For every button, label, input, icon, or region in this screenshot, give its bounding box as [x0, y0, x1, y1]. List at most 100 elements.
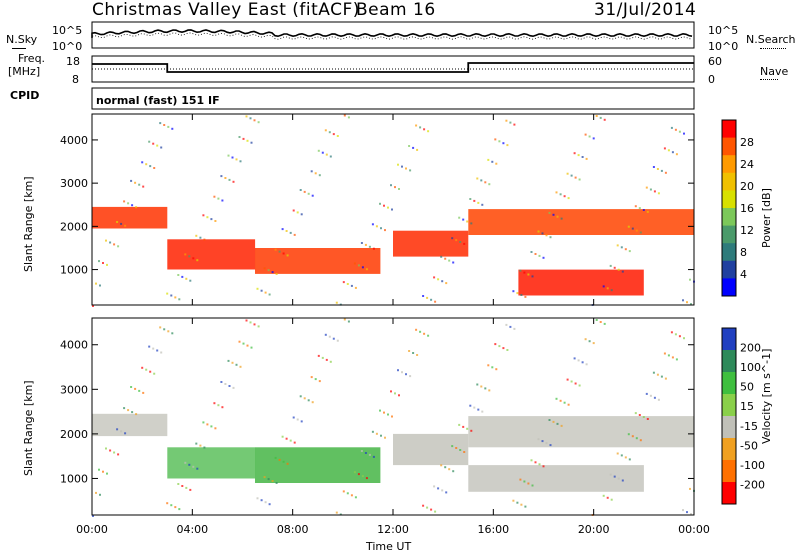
velocity-scatter-pixel — [657, 398, 660, 401]
velocity-scatter-pixel — [346, 492, 349, 495]
power-scatter-pixel — [275, 273, 278, 275]
power-scatter-pixel — [239, 160, 242, 163]
power-echo-band — [518, 269, 644, 296]
power-scatter-pixel — [538, 254, 541, 257]
x-tick-label: 00:00 — [76, 523, 108, 536]
x-tick-label: 20:00 — [578, 523, 610, 536]
velocity-scatter-pixel — [512, 499, 515, 502]
power-scatter-pixel — [99, 284, 101, 287]
power-echo-band — [255, 248, 381, 274]
velocity-scatter-pixel — [124, 432, 127, 435]
power-scatter-pixel — [289, 231, 292, 234]
velocity-scatter-pixel — [686, 511, 688, 514]
power-scatter-pixel — [664, 171, 667, 174]
velocity-echo-band — [167, 447, 256, 479]
power-scatter-pixel — [166, 292, 169, 295]
velocity-scatter-pixel — [135, 413, 138, 416]
x-tick-label: 08:00 — [277, 523, 309, 536]
velocity-scatter-pixel — [275, 482, 278, 484]
power-scatter-pixel — [138, 183, 141, 186]
power-scatter-pixel — [646, 210, 649, 213]
velocity-scatter-pixel — [588, 340, 591, 343]
power-scatter-pixel — [95, 282, 97, 285]
power-scatter-pixel — [434, 300, 437, 303]
power-scatter-pixel — [560, 217, 563, 220]
velocity-scatter-pixel — [481, 410, 484, 413]
power-y-tick-label: 2000 — [60, 220, 88, 233]
power-colorbar-segment — [722, 137, 736, 156]
power-scatter-pixel — [609, 264, 612, 267]
power-colorbar-segment — [722, 155, 736, 174]
velocity-scatter-pixel — [509, 325, 512, 328]
power-y-tick-label: 3000 — [60, 177, 88, 190]
power-scatter-pixel — [246, 139, 249, 142]
power-scatter-pixel — [427, 130, 430, 133]
power-scatter-pixel — [469, 198, 472, 200]
power-scatter-pixel — [156, 144, 159, 147]
velocity-scatter-pixel — [160, 351, 163, 354]
power-scatter-pixel — [171, 127, 174, 130]
power-scatter-pixel — [142, 185, 145, 188]
power-scatter-pixel — [652, 166, 655, 168]
velocity-scatter-pixel — [542, 465, 545, 468]
power-scatter-pixel — [379, 202, 381, 205]
velocity-scatter-pixel — [609, 473, 612, 476]
velocity-scatter-pixel — [210, 425, 213, 428]
velocity-scatter-pixel — [437, 487, 440, 490]
power-scatter-pixel — [408, 145, 411, 147]
power-colorbar-segment — [722, 190, 736, 209]
power-scatter-pixel — [574, 176, 577, 179]
power-scatter-pixel — [541, 232, 544, 235]
velocity-scatter-pixel — [423, 332, 426, 335]
power-scatter-pixel — [371, 223, 374, 226]
power-scatter-pixel — [602, 285, 605, 288]
power-scatter-pixel — [109, 241, 112, 244]
power-scatter-pixel — [380, 227, 382, 230]
velocity-scatter-pixel — [109, 449, 112, 452]
velocity-scatter-pixel — [170, 504, 173, 507]
power-scatter-pixel — [350, 284, 353, 287]
power-scatter-pixel — [412, 146, 415, 149]
velocity-scatter-pixel — [300, 420, 303, 423]
velocity-scatter-pixel — [652, 371, 655, 374]
velocity-scatter-pixel — [303, 397, 306, 400]
velocity-colorbar-segment — [722, 394, 736, 417]
velocity-scatter-pixel — [530, 459, 533, 462]
velocity-scatter-pixel — [624, 456, 627, 459]
power-scatter-pixel — [584, 133, 587, 136]
power-scatter-pixel — [160, 146, 163, 149]
power-scatter-pixel — [527, 273, 530, 276]
velocity-scatter-pixel — [656, 373, 659, 376]
nave-label: Nave — [760, 65, 789, 78]
velocity-scatter-pixel — [213, 402, 216, 405]
power-scatter-pixel — [441, 280, 444, 283]
cpid-value: normal (fast) 151 IF — [96, 94, 220, 107]
velocity-colorbar-segment — [722, 482, 736, 505]
power-scatter-pixel — [570, 174, 573, 177]
power-scatter-pixel — [537, 230, 540, 233]
velocity-scatter-pixel — [678, 335, 681, 338]
velocity-echo-band — [468, 416, 695, 448]
n-sky-label: N.Sky — [6, 33, 38, 46]
velocity-scatter-pixel — [238, 340, 241, 343]
velocity-scatter-pixel — [628, 458, 631, 461]
power-scatter-pixel — [394, 186, 396, 189]
power-scatter-pixel — [663, 147, 666, 150]
power-scatter-pixel — [505, 119, 508, 122]
freq-tick-top: 18 — [66, 55, 80, 68]
station-title: Christmas Valley East (fitACF) — [92, 0, 360, 20]
velocity-scatter-pixel — [441, 489, 444, 492]
velocity-scatter-pixel — [646, 418, 649, 420]
velocity-scatter-pixel — [296, 418, 299, 421]
velocity-scatter-pixel — [689, 487, 691, 490]
velocity-scatter-pixel — [256, 497, 259, 500]
velocity-scatter-pixel — [477, 408, 480, 411]
velocity-scatter-pixel — [459, 449, 462, 451]
power-scatter-pixel — [92, 305, 94, 307]
velocity-scatter-pixel — [602, 494, 605, 497]
nave-tick-top: 60 — [708, 55, 722, 68]
power-scatter-pixel — [440, 255, 443, 258]
velocity-scatter-pixel — [427, 334, 430, 337]
noise-tick-bottom-left: 10^0 — [52, 40, 83, 53]
power-scatter-pixel — [520, 294, 523, 296]
